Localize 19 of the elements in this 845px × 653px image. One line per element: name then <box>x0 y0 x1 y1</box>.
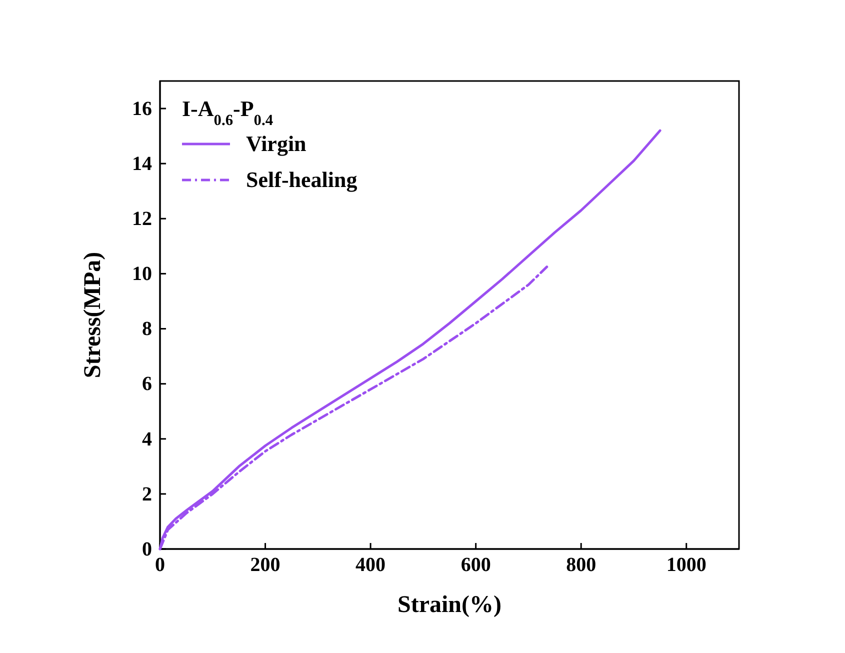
legend-label: Self-healing <box>246 167 358 192</box>
x-tick-label: 1000 <box>666 554 706 576</box>
y-tick-label: 14 <box>132 152 152 175</box>
x-tick-label: 600 <box>460 554 491 576</box>
x-tick-label: 800 <box>566 554 596 576</box>
legend-title: I-A$_{0.6}$-P$_{0.4}$ <box>182 96 274 128</box>
y-axis-title: Stress(MPa) <box>80 252 106 378</box>
y-tick-label: 8 <box>142 318 152 340</box>
legend-label: Virgin <box>246 131 306 156</box>
x-axis-title: Strain(%) <box>398 592 502 618</box>
y-tick-label: 12 <box>132 208 152 230</box>
x-tick-label: 200 <box>250 554 280 576</box>
y-tick-label: 6 <box>142 373 152 396</box>
y-tick-label: 2 <box>142 483 152 506</box>
y-tick-label: 10 <box>132 263 152 286</box>
y-tick-label: 16 <box>132 98 152 120</box>
y-tick-label: 4 <box>142 428 152 450</box>
y-tick-label: 0 <box>142 538 152 560</box>
x-tick-label: 400 <box>356 554 386 576</box>
